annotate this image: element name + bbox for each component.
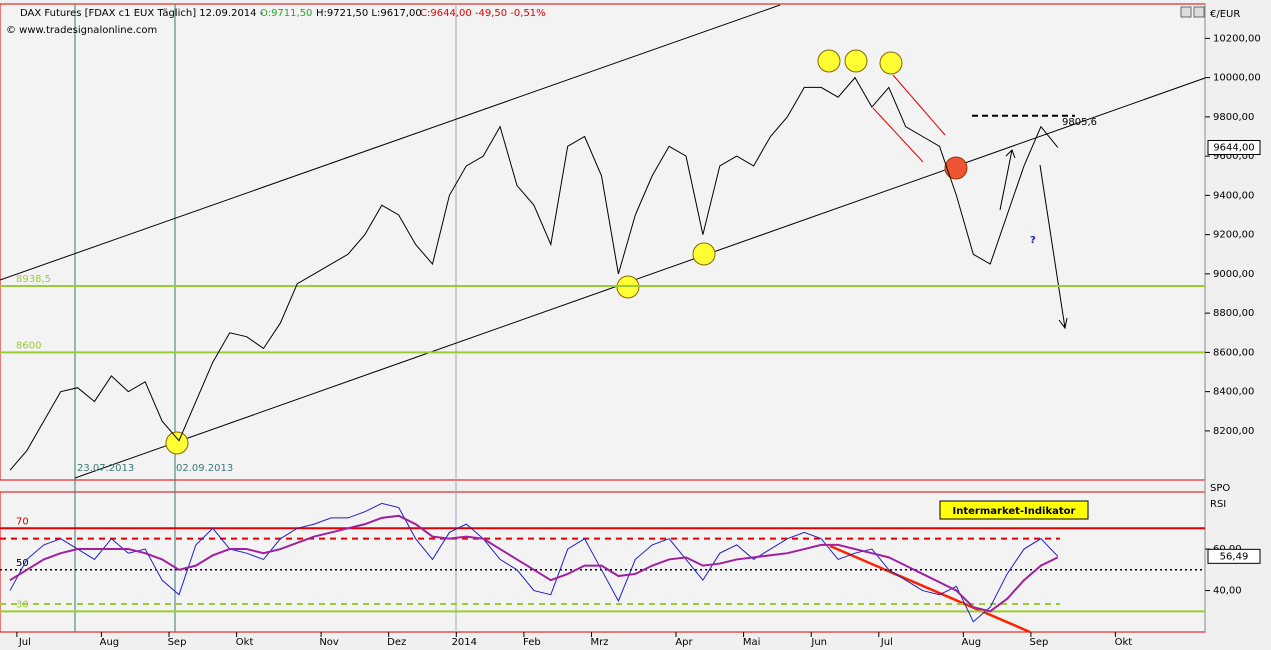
marker (879, 51, 903, 75)
x-tick-label: Sep (168, 637, 187, 648)
marker (817, 49, 841, 73)
resistance-label: 9805,6 (1062, 117, 1097, 128)
x-tick-label: Dez (387, 637, 406, 648)
x-tick-label: Jul (880, 637, 893, 648)
header-title: DAX Futures [FDAX c1 EUX Täglich] 12.09.… (20, 8, 264, 19)
annotation: ? (1030, 235, 1036, 246)
unit: €/EUR (1210, 9, 1240, 20)
y-tick-label: 10200,00 (1213, 33, 1261, 44)
source: © www.tradesignalonline.com (6, 25, 157, 36)
x-tick-label: Apr (675, 637, 693, 648)
marker (844, 49, 868, 73)
title-box (939, 500, 1089, 520)
x-tick-label: Feb (523, 637, 541, 648)
annotation: 02.09.2013 (176, 463, 233, 474)
last-value-box (1207, 139, 1261, 155)
arrow (1039, 164, 1068, 330)
x-tick-label: Aug (100, 637, 120, 648)
y-tick-label: 10000,00 (1213, 73, 1261, 84)
level-label: 50 (16, 558, 29, 569)
marker (165, 431, 189, 455)
header-high-low: H:9721,50 L:9617,00 (316, 8, 422, 19)
x-tick-label: Jun (810, 637, 827, 648)
annotation: 23.07.2013 (77, 463, 134, 474)
x-tick-label: Aug (962, 637, 982, 648)
x-tick-label: Okt (1115, 637, 1133, 648)
indicator-label: SPO (1210, 483, 1230, 494)
trend-line (872, 107, 924, 163)
x-tick-label: Mrz (591, 637, 609, 648)
y-tick-label: 9800,00 (1213, 112, 1254, 123)
x-tick-label: Nov (319, 637, 339, 648)
y-tick-label: 9600,00 (1213, 151, 1254, 162)
header-open: O:9711,50 (260, 8, 312, 19)
y-tick-label: 8600,00 (1213, 347, 1254, 358)
button[interactable] (1180, 6, 1192, 18)
x-tick-label: Sep (1029, 637, 1048, 648)
x-tick-label: Okt (236, 637, 254, 648)
x-tick-label: 2014 (452, 637, 477, 648)
arrow (999, 149, 1016, 211)
y-tick-label: 8400,00 (1213, 387, 1254, 398)
x-tick-label: Jul (18, 637, 31, 648)
last-value-box (1207, 548, 1261, 564)
arrows (999, 149, 1068, 330)
price-panel (0, 3, 1206, 481)
rsi-label: RSI (1210, 499, 1226, 510)
last-value-label: 9644,00 (1213, 142, 1254, 153)
channel-line (0, 4, 781, 281)
marker (692, 242, 716, 266)
y-tick-label: 8800,00 (1213, 308, 1254, 319)
y-tick-label: 8200,00 (1213, 426, 1254, 437)
y-tick-label: 40,00 (1213, 586, 1242, 597)
series-line (9, 502, 1059, 623)
button[interactable] (1193, 6, 1205, 18)
trend-line (892, 74, 946, 136)
last-value-label: 56,49 (1220, 551, 1249, 562)
header-close: C:9644,00 -49,50 -0,51% (420, 8, 546, 19)
y-tick-label: 9000,00 (1213, 269, 1254, 280)
channel-line (74, 77, 1206, 479)
rsi-title: Intermarket-Indikator (953, 506, 1076, 517)
markers (165, 49, 903, 455)
x-tick-label: Mai (743, 637, 761, 648)
level-label: 70 (16, 516, 29, 527)
series-line (9, 514, 1059, 613)
y-tick-label: 9400,00 (1213, 190, 1254, 201)
marker (616, 275, 640, 299)
rsi-trend-line (829, 544, 1031, 634)
series-line (9, 76, 1059, 471)
y-tick-label: 9200,00 (1213, 230, 1254, 241)
level-label: 8938,5 (16, 274, 51, 285)
level-label: 8600 (16, 340, 41, 351)
marker (944, 156, 968, 180)
window-buttons[interactable] (1180, 6, 1205, 18)
